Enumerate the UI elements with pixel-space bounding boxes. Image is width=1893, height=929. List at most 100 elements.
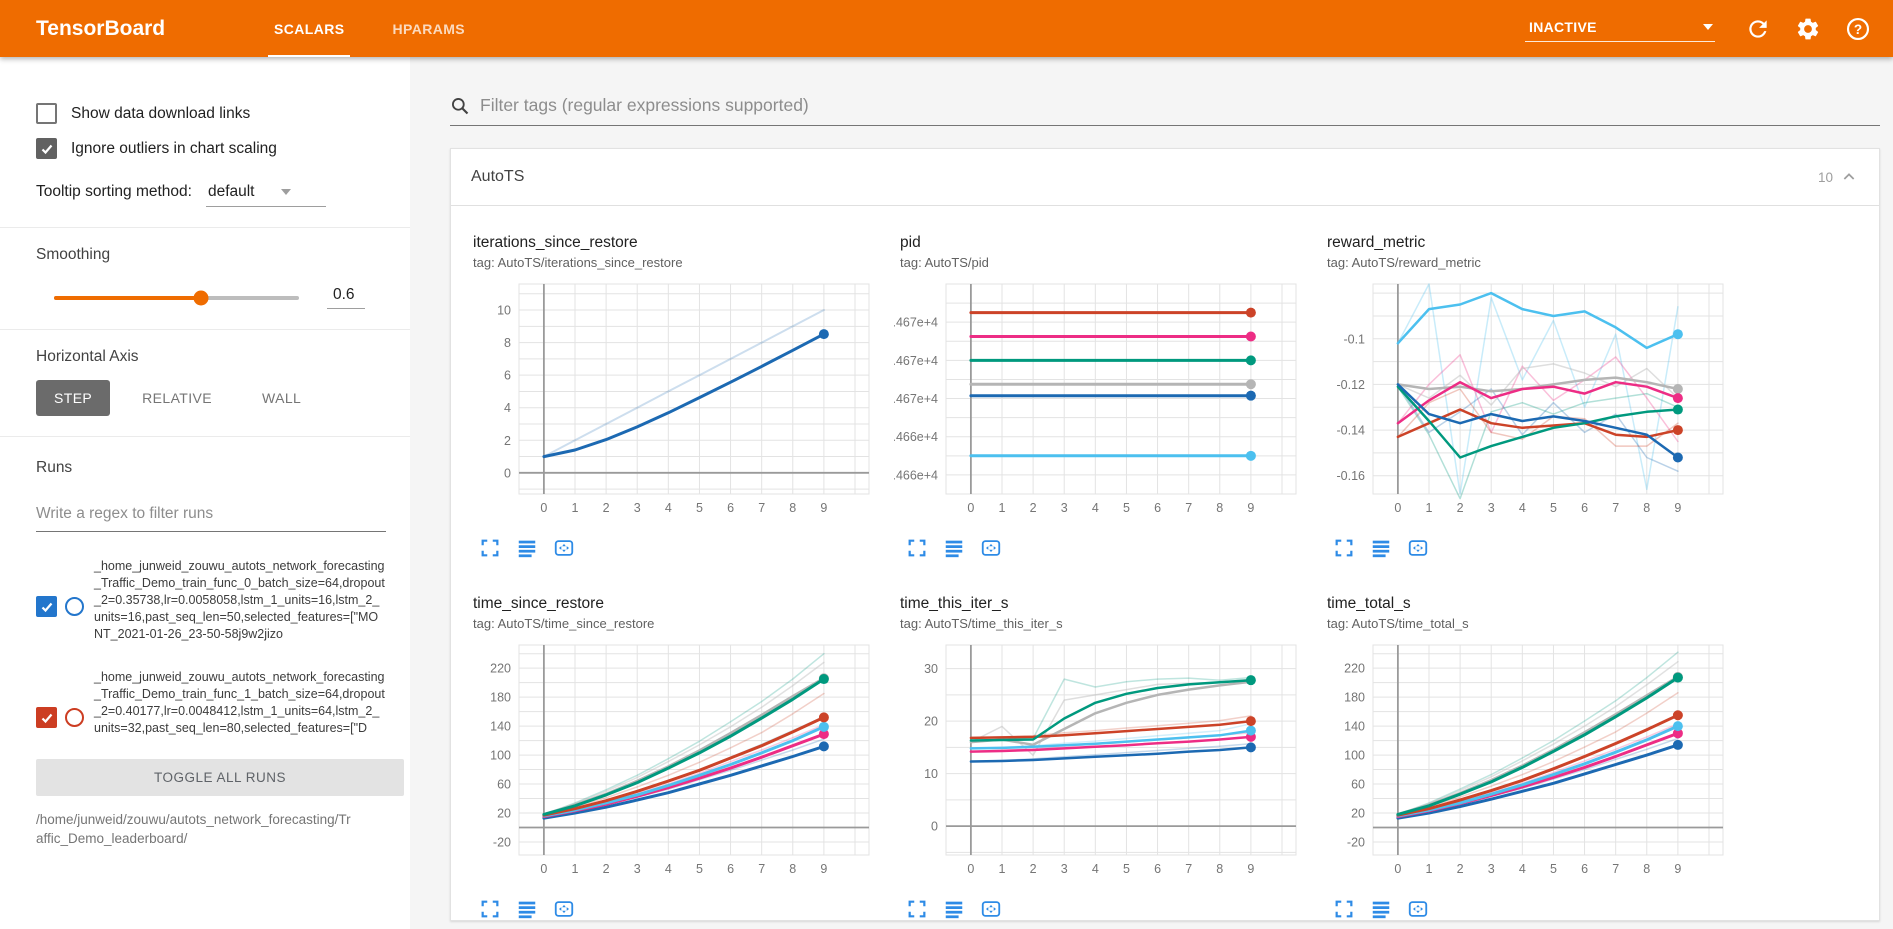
chart-card-iterations-since-restore: iterations_since_restore tag: AutoTS/ite…: [467, 234, 894, 559]
svg-text:1: 1: [999, 501, 1006, 515]
svg-text:6: 6: [727, 501, 734, 515]
fullscreen-icon[interactable]: [479, 898, 501, 920]
svg-text:1: 1: [1426, 501, 1433, 515]
svg-text:4: 4: [1092, 501, 1099, 515]
axis-step-button[interactable]: STEP: [36, 380, 111, 416]
smoothing-value[interactable]: 0.6: [327, 286, 365, 309]
stacked-bars-icon[interactable]: [1370, 537, 1392, 559]
svg-text:6: 6: [1154, 501, 1161, 515]
chart-title: pid: [900, 234, 921, 251]
svg-text:2.466e+4: 2.466e+4: [894, 430, 938, 444]
fullscreen-icon[interactable]: [906, 537, 928, 559]
runs-section: Runs _home_junweid_zouwu_autots_network_…: [0, 437, 410, 868]
svg-text:60: 60: [497, 778, 511, 792]
chevron-up-icon[interactable]: [1841, 169, 1857, 185]
run-checkbox[interactable]: [36, 707, 57, 728]
stacked-bars-icon[interactable]: [516, 898, 538, 920]
svg-text:20: 20: [924, 715, 938, 729]
svg-text:7: 7: [1185, 501, 1192, 515]
stacked-bars-icon[interactable]: [1370, 898, 1392, 920]
svg-text:220: 220: [490, 662, 511, 676]
show-download-links-row[interactable]: Show data download links: [36, 103, 386, 124]
autots-card-header[interactable]: AutoTS 10: [451, 149, 1879, 206]
run-item[interactable]: _home_junweid_zouwu_autots_network_forec…: [36, 669, 386, 737]
fullscreen-icon[interactable]: [1333, 898, 1355, 920]
chart-plot[interactable]: 2.467e+4 2.467e+4 2.467e+4 2.466e+4 2.466e+4…: [886, 278, 1321, 533]
show-download-links-checkbox[interactable]: [36, 103, 57, 124]
svg-text:6: 6: [504, 369, 511, 383]
tab-hparams[interactable]: HPARAMS: [392, 20, 466, 37]
fit-to-data-icon[interactable]: [980, 898, 1002, 920]
autots-card: AutoTS 10 iterations_since_restore tag: …: [450, 148, 1880, 921]
horizontal-axis-section: Horizontal Axis STEP RELATIVE WALL: [0, 330, 410, 437]
refresh-icon[interactable]: [1745, 16, 1771, 42]
svg-text:2.466e+4: 2.466e+4: [894, 468, 938, 482]
status-dropdown[interactable]: INACTIVE: [1525, 15, 1715, 42]
chart-plot[interactable]: -0.1 -0.12 -0.14 -0.16 0 1 2 3 4 5 6 7 8 9: [1321, 278, 1748, 533]
svg-text:3: 3: [1488, 862, 1495, 876]
show-download-links-label: Show data download links: [71, 104, 251, 122]
run-name: _home_junweid_zouwu_autots_network_forec…: [94, 559, 385, 641]
svg-text:8: 8: [789, 501, 796, 515]
svg-text:9: 9: [820, 501, 827, 515]
fullscreen-icon[interactable]: [906, 898, 928, 920]
svg-text:4: 4: [1092, 862, 1099, 876]
run-item[interactable]: _home_junweid_zouwu_autots_network_forec…: [36, 558, 386, 643]
axis-wall-button[interactable]: WALL: [262, 390, 302, 406]
sidebar: Show data download links Ignore outliers…: [0, 57, 410, 929]
svg-text:5: 5: [696, 501, 703, 515]
chart-plot[interactable]: 220 180 140 100 60 20 -20 0 1 2 3 4 5 6 7 8 9: [1321, 639, 1748, 894]
chart-plot[interactable]: 220 180 140 100 60 20 -20 0 1 2 3 4 5 6 7 8 9: [467, 639, 894, 894]
svg-text:-0.1: -0.1: [1343, 332, 1365, 346]
toggle-all-runs-button[interactable]: TOGGLE ALL RUNS: [36, 759, 404, 796]
svg-text:8: 8: [1643, 862, 1650, 876]
fit-to-data-icon[interactable]: [1407, 898, 1429, 920]
chart-plot[interactable]: 30 20 10 0 0 1 2 3 4 5 6 7 8 9: [894, 639, 1321, 894]
main-panel: AutoTS 10 iterations_since_restore tag: …: [410, 57, 1893, 929]
svg-text:100: 100: [490, 749, 511, 763]
runs-filter-input[interactable]: [36, 499, 386, 532]
fullscreen-icon[interactable]: [1333, 537, 1355, 559]
settings-icon[interactable]: [1795, 16, 1821, 42]
stacked-bars-icon[interactable]: [943, 537, 965, 559]
chart-tag: tag: AutoTS/time_this_iter_s: [900, 616, 1063, 631]
tooltip-sorting-label: Tooltip sorting method:: [36, 183, 192, 200]
svg-text:1: 1: [572, 862, 579, 876]
svg-text:2: 2: [1457, 501, 1464, 515]
svg-text:0: 0: [967, 501, 974, 515]
ignore-outliers-checkbox[interactable]: [36, 138, 57, 159]
fit-to-data-icon[interactable]: [980, 537, 1002, 559]
run-radio[interactable]: [65, 597, 84, 616]
smoothing-label: Smoothing: [36, 246, 111, 263]
svg-text:140: 140: [1344, 720, 1365, 734]
smoothing-slider[interactable]: [54, 290, 299, 305]
svg-text:2: 2: [603, 501, 610, 515]
axis-relative-button[interactable]: RELATIVE: [142, 390, 213, 406]
status-dropdown-value: INACTIVE: [1529, 19, 1597, 35]
chart-tag: tag: AutoTS/time_since_restore: [473, 616, 655, 631]
ignore-outliers-row[interactable]: Ignore outliers in chart scaling: [36, 138, 386, 159]
svg-text:6: 6: [727, 862, 734, 876]
tag-filter-input[interactable]: [480, 95, 1880, 116]
svg-text:0: 0: [967, 862, 974, 876]
svg-text:7: 7: [1612, 862, 1619, 876]
svg-text:9: 9: [1247, 862, 1254, 876]
stacked-bars-icon[interactable]: [516, 537, 538, 559]
run-radio[interactable]: [65, 708, 84, 727]
chevron-down-icon: [1703, 24, 1713, 30]
smoothing-slider-thumb[interactable]: [193, 290, 209, 305]
chart-tag: tag: AutoTS/time_total_s: [1327, 616, 1469, 631]
tab-scalars[interactable]: SCALARS: [250, 0, 368, 57]
fullscreen-icon[interactable]: [479, 537, 501, 559]
tooltip-sorting-select[interactable]: default: [205, 181, 326, 207]
svg-text:10: 10: [924, 767, 938, 781]
fit-to-data-icon[interactable]: [1407, 537, 1429, 559]
fit-to-data-icon[interactable]: [553, 898, 575, 920]
stacked-bars-icon[interactable]: [943, 898, 965, 920]
help-icon[interactable]: ?: [1845, 16, 1871, 42]
fit-to-data-icon[interactable]: [553, 537, 575, 559]
section-title: AutoTS: [471, 168, 525, 185]
run-checkbox[interactable]: [36, 596, 57, 617]
svg-text:6: 6: [1581, 862, 1588, 876]
chart-plot[interactable]: 0 2 4 6 8 10 0 1 2 3 4 5 6 7 8 9: [467, 278, 894, 533]
